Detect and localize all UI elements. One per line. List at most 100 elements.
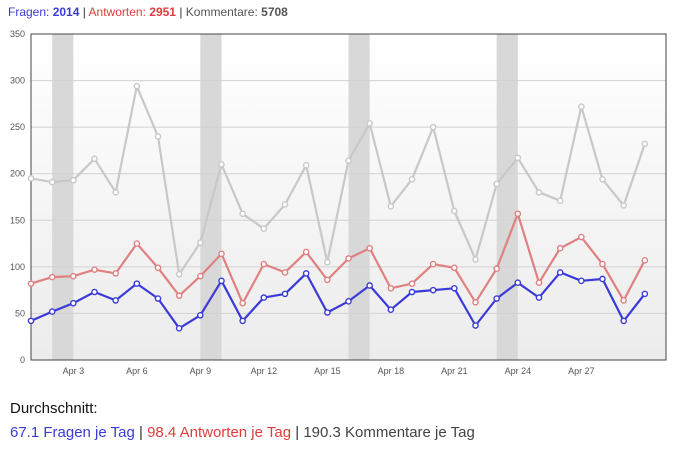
- answers-data-point: [260, 260, 268, 268]
- questions-data-point: [197, 311, 204, 319]
- questions-data-point: [218, 277, 225, 285]
- questions-data-point: [620, 317, 627, 325]
- comments-data-point: [175, 271, 183, 278]
- y-tick-label: 250: [10, 122, 25, 132]
- comments-count: 5708: [261, 5, 288, 19]
- x-tick-label: Apr 27: [568, 366, 595, 376]
- questions-data-point: [472, 322, 479, 329]
- separator: |: [82, 5, 86, 19]
- weekend-band: [496, 34, 518, 360]
- comments-data-point: [578, 103, 585, 110]
- questions-data-point: [48, 308, 56, 315]
- answers-data-point: [302, 248, 310, 256]
- comments-label: Kommentare:: [185, 5, 258, 19]
- answers-count: 2951: [149, 5, 176, 19]
- answers-data-point: [429, 260, 437, 268]
- comments-data-point: [112, 189, 119, 196]
- questions-label: Fragen:: [8, 5, 50, 19]
- y-tick-label: 200: [10, 169, 25, 179]
- average-comments: 190.3 Kommentare je Tag: [303, 424, 475, 441]
- weekend-band: [52, 34, 74, 360]
- grid-lines: [31, 80, 666, 314]
- average-answers: 98.4 Antworten je Tag: [147, 424, 292, 441]
- questions-count: 2014: [52, 5, 80, 19]
- answers-data-point: [197, 272, 204, 280]
- comments-data-point: [27, 175, 35, 182]
- comments-data-point: [154, 133, 162, 140]
- comments-data-point: [133, 82, 141, 90]
- answers-data-point: [408, 280, 416, 287]
- questions-data-point: [366, 282, 373, 289]
- questions-data-point: [27, 317, 35, 325]
- y-tick-label: 300: [10, 76, 25, 86]
- answers-data-point: [493, 265, 500, 273]
- y-tick-label: 50: [15, 308, 25, 318]
- answers-data-point: [133, 240, 141, 247]
- y-axis: 0 50 100 150 200 250 300 350: [10, 29, 25, 365]
- comments-series-line: [30, 85, 646, 276]
- y-tick-label: 0: [20, 355, 25, 365]
- x-tick-label: Apr 15: [314, 366, 341, 376]
- answers-data-point: [578, 233, 585, 241]
- average-heading: Durchschnitt:: [10, 400, 98, 417]
- comments-data-point: [408, 176, 416, 183]
- comments-data-point: [345, 157, 352, 164]
- comments-data-point: [387, 203, 395, 210]
- separator: |: [138, 424, 143, 441]
- questions-data-point: [556, 269, 564, 276]
- questions-data-point: [493, 295, 500, 302]
- x-tick-label: Apr 9: [190, 366, 212, 376]
- questions-data-point: [408, 288, 416, 296]
- x-tick-label: Apr 12: [251, 366, 278, 376]
- stats-summary: Fragen: 2014 | Antworten: 2951 | Komment…: [8, 5, 288, 19]
- answers-data-point: [91, 266, 98, 273]
- comments-data-point: [197, 239, 204, 246]
- average-questions: 67.1 Fragen je Tag: [10, 424, 135, 441]
- questions-data-point: [281, 290, 289, 298]
- comments-data-point: [472, 256, 479, 263]
- questions-data-point: [514, 279, 522, 286]
- answers-data-point: [324, 276, 331, 284]
- weekend-band: [348, 34, 370, 360]
- questions-data-point: [429, 286, 437, 294]
- comments-data-point: [514, 154, 522, 162]
- answers-data-point: [239, 299, 246, 307]
- questions-data-point: [175, 325, 183, 332]
- questions-data-point: [112, 297, 119, 304]
- comments-data-point: [556, 197, 564, 205]
- comments-data-point: [451, 207, 458, 215]
- series-lines: [27, 82, 649, 332]
- answers-data-point: [387, 284, 395, 292]
- comments-data-point: [620, 202, 627, 209]
- comments-data-point: [535, 189, 543, 196]
- comments-data-point: [493, 180, 500, 188]
- answers-data-point: [366, 244, 373, 252]
- x-tick-label: Apr 24: [505, 366, 532, 376]
- answers-data-point: [218, 250, 225, 258]
- answers-data-point: [48, 273, 56, 281]
- answers-data-point: [281, 269, 289, 276]
- questions-data-point: [260, 294, 268, 301]
- x-tick-label: Apr 18: [378, 366, 405, 376]
- comments-data-point: [91, 155, 98, 163]
- comments-data-point: [281, 201, 289, 208]
- answers-data-point: [620, 297, 627, 304]
- answers-data-point: [641, 257, 649, 264]
- weekend-bands: [52, 34, 518, 360]
- questions-data-point: [345, 298, 352, 305]
- answers-data-point: [70, 272, 77, 280]
- answers-data-point: [175, 292, 183, 300]
- answers-data-point: [599, 260, 606, 268]
- questions-data-point: [641, 290, 649, 298]
- y-tick-label: 150: [10, 215, 25, 225]
- x-axis: Apr 3 Apr 6 Apr 9 Apr 12 Apr 15 Apr 18 Apr 21 A…: [63, 366, 595, 376]
- x-tick-label: Apr 6: [126, 366, 148, 376]
- answers-data-point: [556, 244, 564, 252]
- answers-data-point: [112, 270, 119, 277]
- answers-series-line: [30, 212, 646, 305]
- comments-data-point: [429, 123, 437, 131]
- x-tick-label: Apr 3: [63, 366, 85, 376]
- comments-data-point: [218, 161, 225, 168]
- answers-data-point: [535, 279, 543, 286]
